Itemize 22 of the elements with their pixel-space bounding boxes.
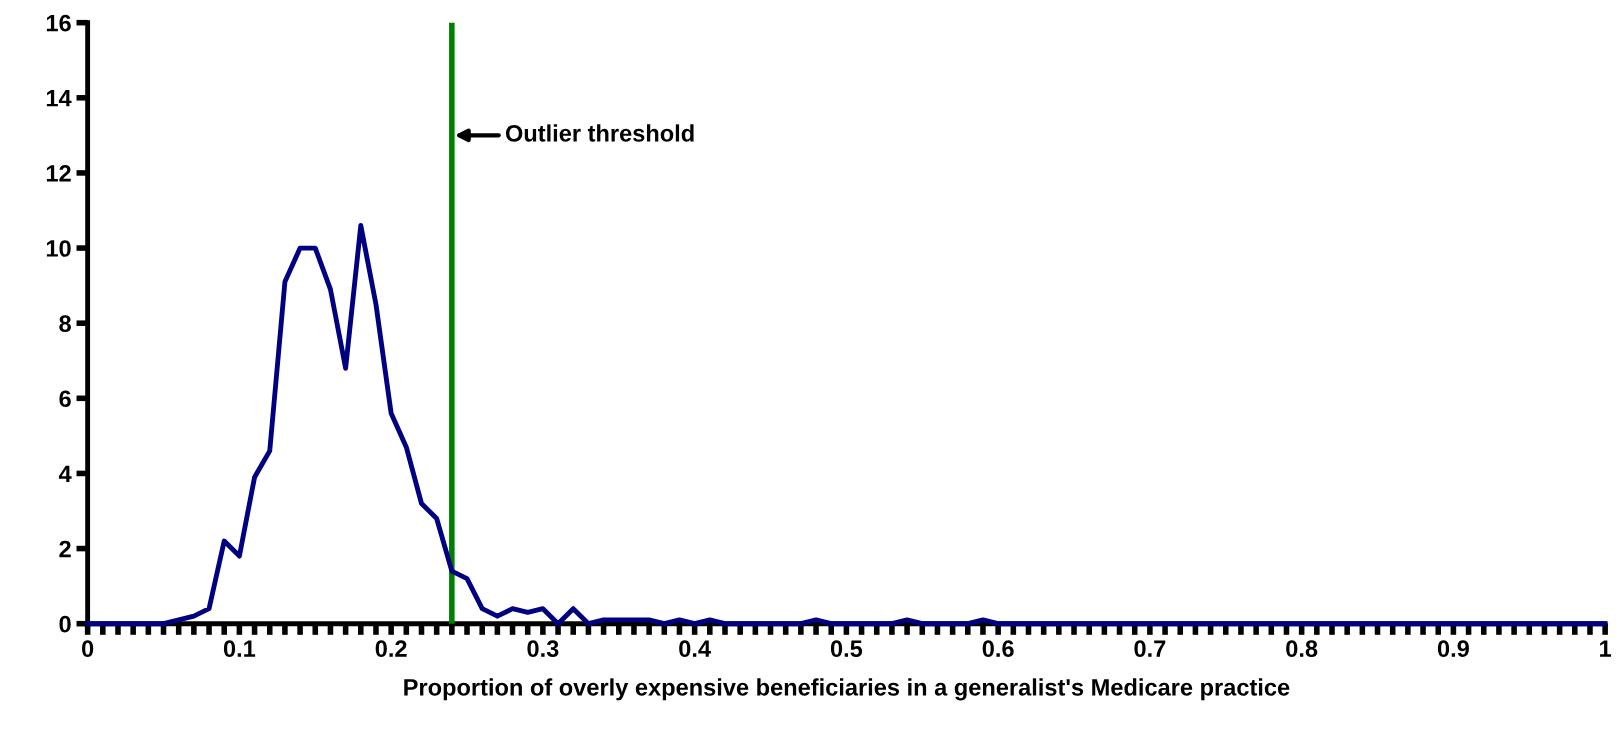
- y-tick-label: 16: [46, 14, 71, 32]
- x-tick-label: 0.8: [1286, 640, 1318, 658]
- ref-line-label: Outlier threshold: [505, 124, 694, 142]
- y-tick-label: 8: [59, 315, 71, 332]
- x-axis-title: Proportion of overly expensive beneficiaries in a generalist's Medicare practice: [404, 678, 1290, 701]
- x-tick-label: 1: [1600, 640, 1612, 657]
- x-tick-label: 0.5: [830, 640, 863, 658]
- x-tick-label: 0.2: [375, 640, 407, 658]
- x-tick-label: 0.3: [527, 640, 559, 658]
- x-tick-label: 0.1: [223, 640, 256, 658]
- x-tick-label: 0.9: [1437, 640, 1469, 658]
- y-tick-label: 10: [46, 240, 71, 257]
- x-tick-label: 0.6: [982, 640, 1014, 658]
- y-tick-label: 14: [46, 90, 72, 107]
- x-tick-label: 0.7: [1134, 640, 1166, 658]
- y-tick-label: 0: [59, 615, 71, 633]
- x-tick-label: 0: [82, 640, 94, 658]
- y-tick-label: 2: [59, 540, 71, 558]
- y-tick-label: 12: [46, 165, 71, 182]
- y-tick-label: 4: [58, 465, 72, 482]
- y-tick-label: 6: [59, 390, 71, 408]
- x-tick-label: 0.4: [679, 640, 711, 658]
